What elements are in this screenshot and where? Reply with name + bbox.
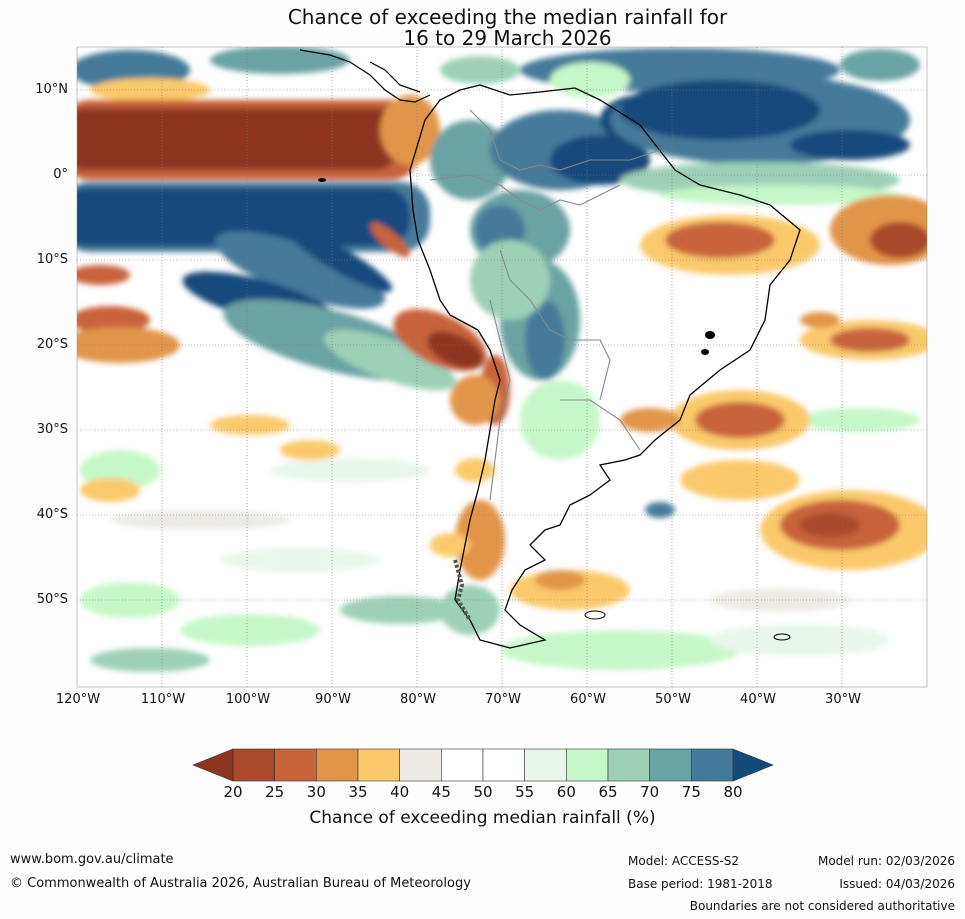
colorbar-tick-label: 75 (681, 783, 701, 801)
lat-label: 10°N (35, 82, 68, 97)
colorbar-tick-label: 60 (556, 783, 576, 801)
galapagos (318, 178, 326, 182)
map-title-line2: 16 to 29 March 2026 (403, 26, 612, 50)
footer-url[interactable]: www.bom.gov.au/climate (10, 852, 174, 867)
colorbar-bin (232, 748, 275, 782)
lon-label: 60°W (570, 692, 606, 707)
lon-label: 100°W (225, 692, 271, 707)
colorbar-over-arrow (732, 748, 774, 782)
colorbar-bin (649, 748, 692, 782)
south-america-coastline (409, 84, 801, 649)
colorbar-bin (607, 748, 650, 782)
central-america-coastline (299, 49, 431, 103)
lon-label: 90°W (315, 692, 351, 707)
colorbar-bin (441, 748, 484, 782)
rainfall-map (76, 46, 928, 688)
colorbar-tick-label: 45 (431, 783, 451, 801)
footer-model-run: Model run: 02/03/2026 (817, 854, 955, 868)
lat-label: 40°S (36, 507, 68, 522)
colorbar-under-arrow (192, 748, 234, 782)
lat-label: 10°S (36, 252, 68, 267)
colorbar-tick-label: 30 (306, 783, 326, 801)
lon-label: 30°W (825, 692, 861, 707)
chilean-archipelago (453, 559, 472, 622)
south-georgia (773, 633, 791, 641)
colorbar-tick-label: 20 (223, 783, 243, 801)
colorbar-tick-label: 40 (390, 783, 410, 801)
footer-model: Model: ACCESS-S2 (628, 854, 740, 868)
lat-label: 30°S (36, 422, 68, 437)
colorbar-bin (482, 748, 525, 782)
footer-copyright: © Commonwealth of Australia 2026, Austra… (10, 876, 471, 891)
lon-label: 110°W (140, 692, 186, 707)
lat-label: 50°S (36, 592, 68, 607)
map-field (77, 47, 927, 687)
probability-field (77, 47, 927, 672)
footer-issued: Issued: 04/03/2026 (839, 877, 955, 891)
colorbar-bins (232, 748, 734, 782)
colorbar-tick-label: 55 (515, 783, 535, 801)
colorbar-bin (316, 748, 359, 782)
colorbar-bin (399, 748, 442, 782)
lon-label: 120°W (55, 692, 101, 707)
colorbar-tick-label: 35 (348, 783, 368, 801)
colorbar-bin (524, 748, 567, 782)
footer-base-period: Base period: 1981-2018 (628, 877, 773, 891)
graticule (77, 47, 927, 687)
country-borders (429, 109, 661, 501)
falkland-islands (584, 610, 606, 620)
colorbar-tick-label: 80 (723, 783, 743, 801)
colorbar-tick-label: 65 (598, 783, 618, 801)
lake-marker (701, 349, 709, 355)
lat-label: 20°S (36, 337, 68, 352)
lon-label: 50°W (655, 692, 691, 707)
lake-marker (705, 331, 715, 339)
colorbar-bin (691, 748, 734, 782)
footer-disclaimer: Boundaries are not considered authoritat… (689, 899, 955, 913)
colorbar-bin (274, 748, 317, 782)
colorbar-tick-label: 50 (473, 783, 493, 801)
colorbar-tick-label: 25 (265, 783, 285, 801)
map-frame (76, 46, 928, 688)
lon-label: 80°W (400, 692, 436, 707)
map-title-line1: Chance of exceeding the median rainfall … (287, 5, 728, 29)
lon-label: 40°W (740, 692, 776, 707)
colorbar-title: Chance of exceeding median rainfall (%) (309, 808, 656, 828)
colorbar-tick-label: 70 (640, 783, 660, 801)
colorbar-bin (566, 748, 609, 782)
colorbar-bin (357, 748, 400, 782)
lat-label: 0° (53, 167, 68, 182)
lon-label: 70°W (485, 692, 521, 707)
